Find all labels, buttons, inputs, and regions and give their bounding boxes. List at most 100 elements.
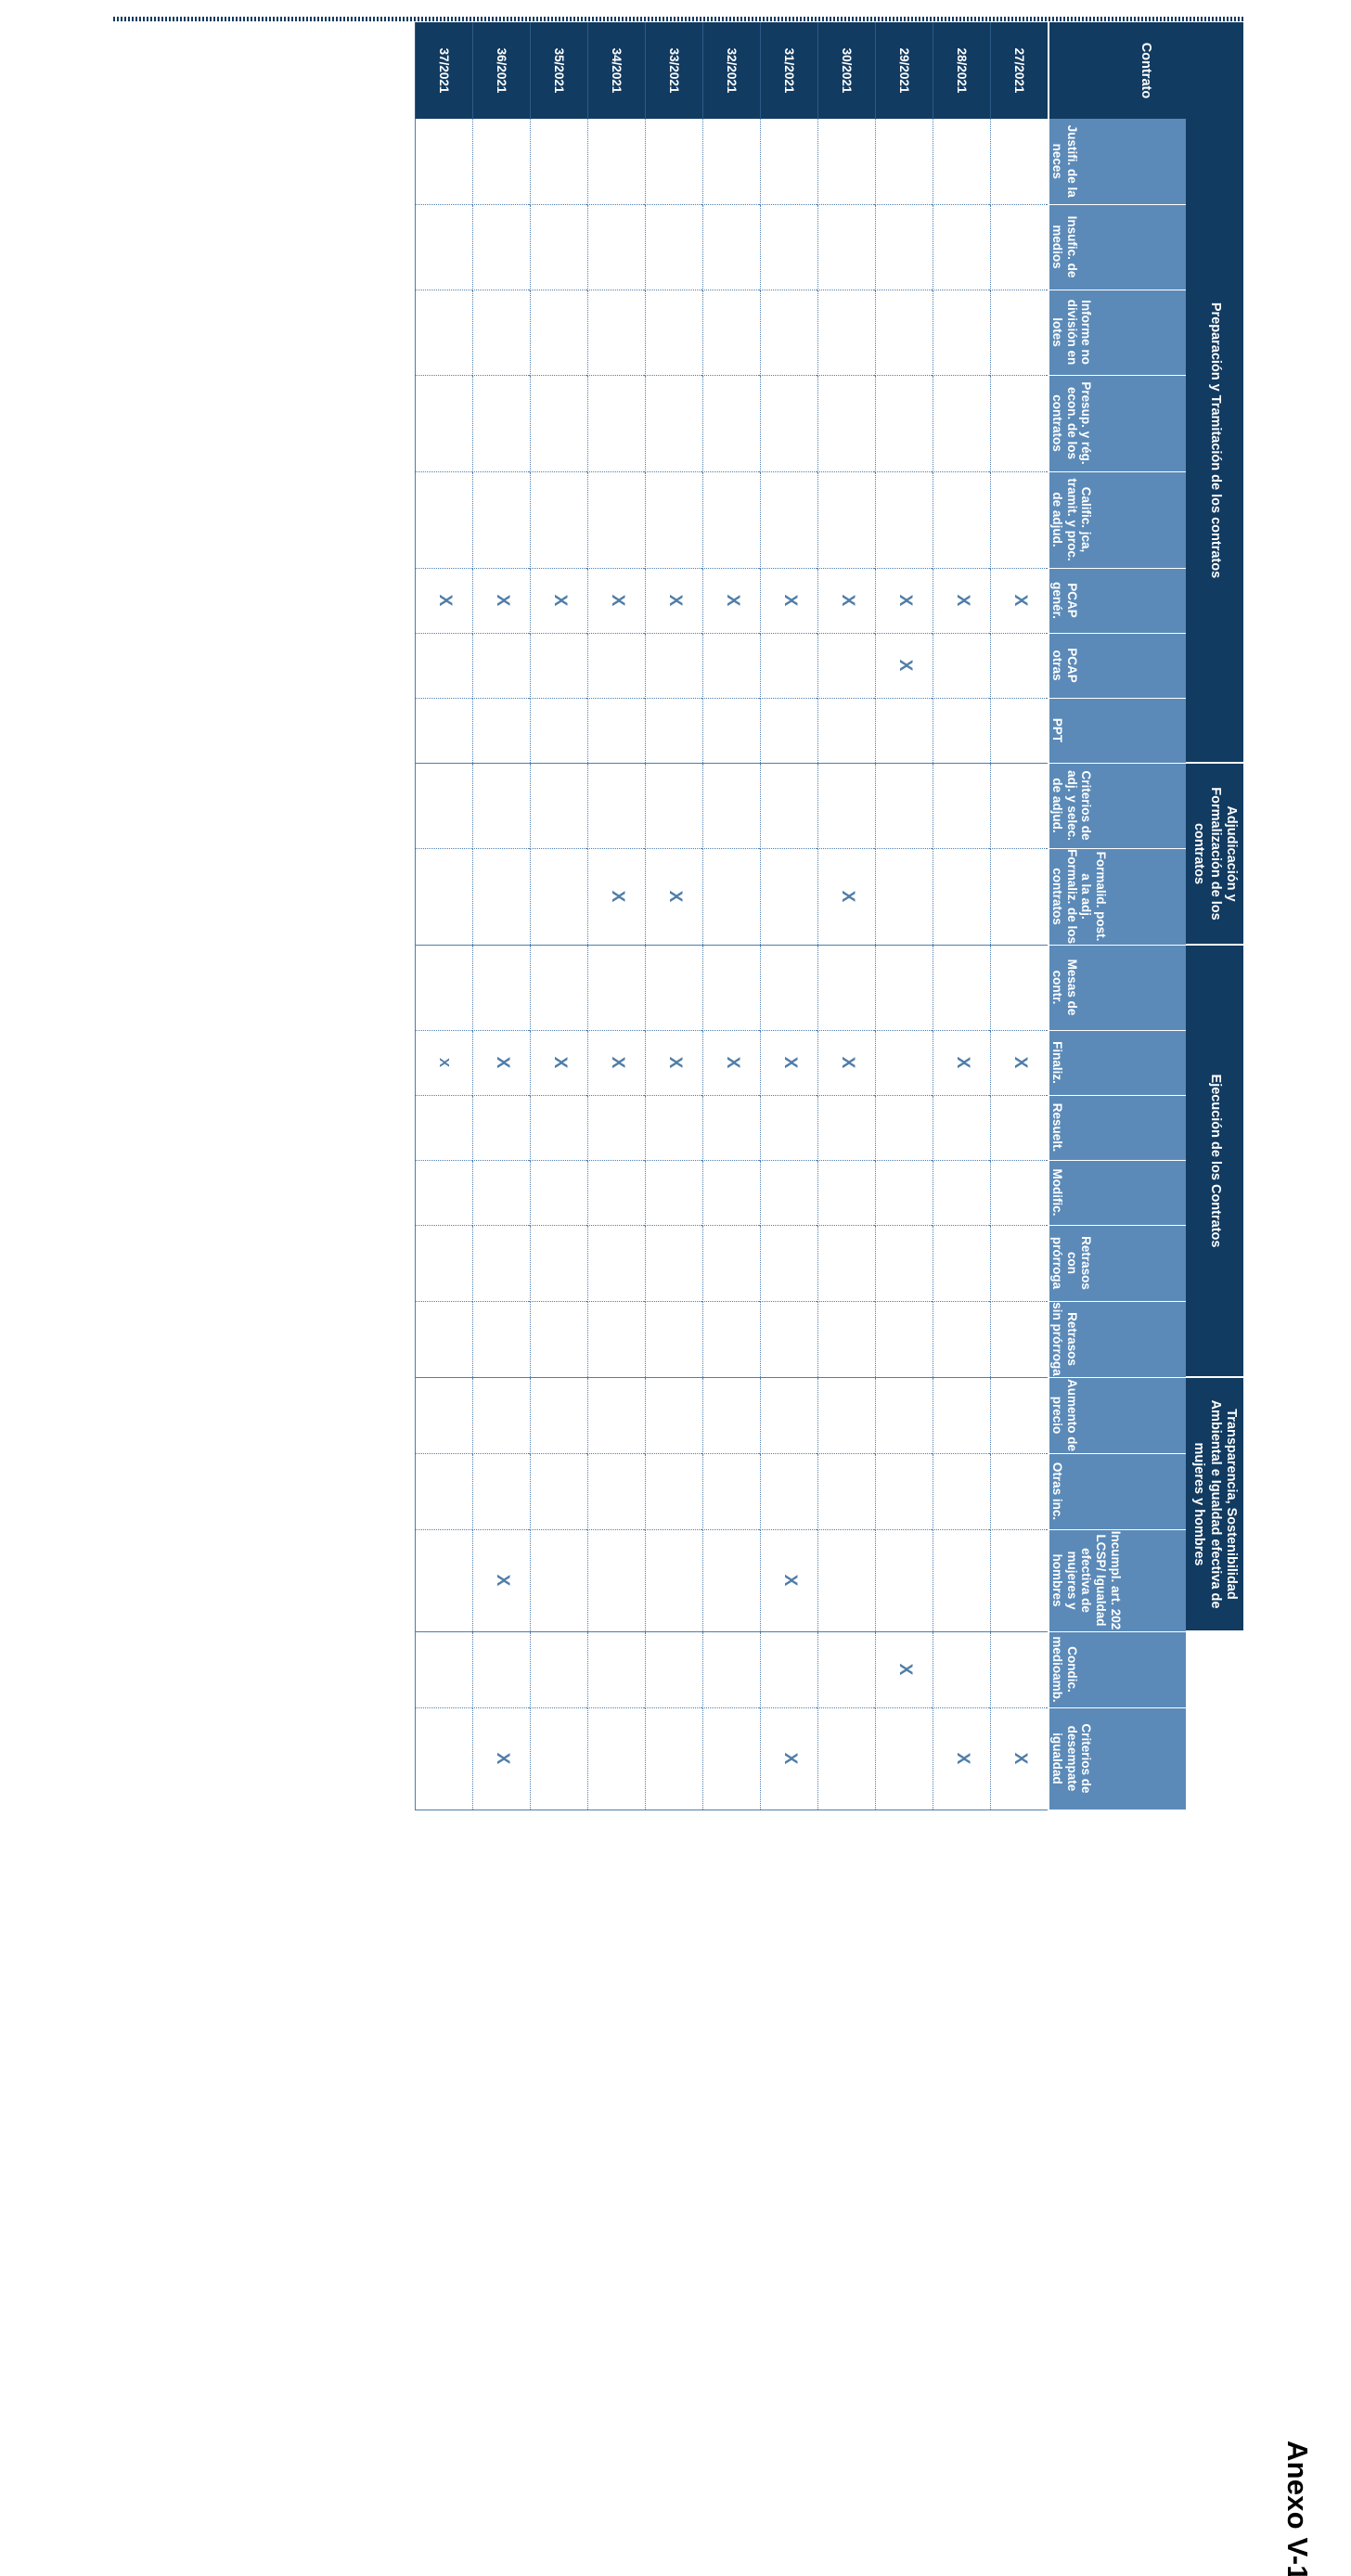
cell-34-2021-c13: [588, 1095, 646, 1160]
cell-35-2021-c20: [531, 1631, 588, 1707]
cell-31-2021-c21: X: [761, 1707, 818, 1810]
cell-30-2021-c9: [818, 763, 876, 848]
cell-32-2021-c18: [703, 1453, 761, 1529]
check-mark: X: [780, 594, 800, 607]
cell-30-2021-c12: X: [818, 1030, 876, 1095]
cell-27-2021-c6: X: [991, 568, 1049, 633]
cell-35-2021-c1: [531, 119, 588, 204]
cell-37-2021-c6: X: [416, 568, 473, 633]
cell-31-2021-c1: [761, 119, 818, 204]
cell-29-2021-c12: [876, 1030, 933, 1095]
cell-37-2021-c12: X: [416, 1030, 473, 1095]
cell-30-2021-c15: [818, 1225, 876, 1301]
column-header-9: Criterios de adj. y selec. de adjud.: [1049, 763, 1186, 848]
row-label-29-2021: 29/2021: [876, 22, 933, 119]
table-body: 27/2021 X X X 28/2021 X X X 29/2021 X X X 30/2021 X X X…: [416, 22, 1049, 1810]
cell-37-2021-c3: [416, 290, 473, 375]
page-title: Anexo V-14/17: [1281, 2441, 1314, 2576]
group-header-2: Adjudicación y Formalización de los cont…: [1186, 763, 1243, 945]
check-mark: X: [493, 1574, 512, 1587]
row-label-36-2021: 36/2021: [473, 22, 531, 119]
cell-36-2021-c9: [473, 763, 531, 848]
cell-32-2021-c5: [703, 471, 761, 568]
cell-33-2021-c14: [646, 1160, 703, 1225]
check-mark: X: [608, 890, 627, 903]
cell-33-2021-c8: [646, 698, 703, 763]
cell-31-2021-c10: [761, 848, 818, 945]
group-header-row: Contrato Preparación y Tramitación de los…: [1049, 22, 1243, 1810]
cell-30-2021-c13: [818, 1095, 876, 1160]
cell-28-2021-c19: [933, 1529, 991, 1631]
cell-32-2021-c20: [703, 1631, 761, 1707]
cell-32-2021-c9: [703, 763, 761, 848]
table-row: 32/2021 X X: [703, 22, 761, 1810]
cell-31-2021-c4: [761, 375, 818, 471]
cell-29-2021-c19: [876, 1529, 933, 1631]
contracts-findings-table: Contrato Preparación y Tramitación de los…: [416, 22, 1243, 1810]
cell-35-2021-c16: [531, 1301, 588, 1377]
cell-37-2021-c2: [416, 204, 473, 290]
cell-36-2021-c18: [473, 1453, 531, 1529]
table-row: 30/2021 X X X: [818, 22, 876, 1810]
cell-31-2021-c20: [761, 1631, 818, 1707]
cell-32-2021-c7: [703, 633, 761, 698]
cell-29-2021-c13: [876, 1095, 933, 1160]
cell-36-2021-c8: [473, 698, 531, 763]
check-mark: X: [780, 1056, 800, 1069]
cell-30-2021-c20: [818, 1631, 876, 1707]
column-header-20: Condic. medioamb.: [1049, 1631, 1186, 1707]
cell-27-2021-c13: [991, 1095, 1049, 1160]
cell-29-2021-c4: [876, 375, 933, 471]
cell-32-2021-c10: [703, 848, 761, 945]
column-header-16: Retrasos sin prórroga: [1049, 1301, 1186, 1377]
check-mark: X: [550, 594, 570, 607]
check-mark: X: [550, 1056, 570, 1069]
cell-35-2021-c15: [531, 1225, 588, 1301]
cell-28-2021-c12: X: [933, 1030, 991, 1095]
cell-31-2021-c8: [761, 698, 818, 763]
cell-34-2021-c1: [588, 119, 646, 204]
cell-35-2021-c4: [531, 375, 588, 471]
check-mark: X: [608, 1056, 627, 1069]
cell-27-2021-c12: X: [991, 1030, 1049, 1095]
cell-35-2021-c5: [531, 471, 588, 568]
column-header-4: Presup. y rég. econ. de los contratos: [1049, 375, 1186, 471]
cell-36-2021-c12: X: [473, 1030, 531, 1095]
cell-27-2021-c19: [991, 1529, 1049, 1631]
check-mark: X: [953, 594, 972, 607]
cell-34-2021-c18: [588, 1453, 646, 1529]
cell-35-2021-c7: [531, 633, 588, 698]
cell-31-2021-c17: [761, 1377, 818, 1453]
column-header-3: Informe no división en lotes: [1049, 290, 1186, 375]
table-row: 36/2021 X X X X: [473, 22, 531, 1810]
cell-31-2021-c15: [761, 1225, 818, 1301]
cell-29-2021-c1: [876, 119, 933, 204]
table-row: 31/2021 X X X X: [761, 22, 818, 1810]
table-row: 27/2021 X X X: [991, 22, 1049, 1810]
cell-30-2021-c11: [818, 945, 876, 1030]
cell-36-2021-c6: X: [473, 568, 531, 633]
cell-28-2021-c8: [933, 698, 991, 763]
cell-29-2021-c2: [876, 204, 933, 290]
cell-34-2021-c3: [588, 290, 646, 375]
cell-35-2021-c17: [531, 1377, 588, 1453]
cell-29-2021-c6: X: [876, 568, 933, 633]
cell-33-2021-c9: [646, 763, 703, 848]
cell-33-2021-c2: [646, 204, 703, 290]
column-header-row: Justifi. de la neces Insufic. de medios In…: [1049, 22, 1186, 1810]
group-header-4: Transparencia, Sostenibilidad Ambiental …: [1186, 1377, 1243, 1631]
cell-32-2021-c4: [703, 375, 761, 471]
cell-36-2021-c11: [473, 945, 531, 1030]
cell-29-2021-c21: [876, 1707, 933, 1810]
cell-27-2021-c8: [991, 698, 1049, 763]
check-mark: X: [493, 1752, 512, 1765]
cell-32-2021-c13: [703, 1095, 761, 1160]
check-mark: X: [665, 594, 685, 607]
cell-30-2021-c14: [818, 1160, 876, 1225]
row-header-corner: Contrato: [1049, 22, 1243, 119]
cell-28-2021-c17: [933, 1377, 991, 1453]
cell-28-2021-c15: [933, 1225, 991, 1301]
check-mark: X: [953, 1752, 972, 1765]
